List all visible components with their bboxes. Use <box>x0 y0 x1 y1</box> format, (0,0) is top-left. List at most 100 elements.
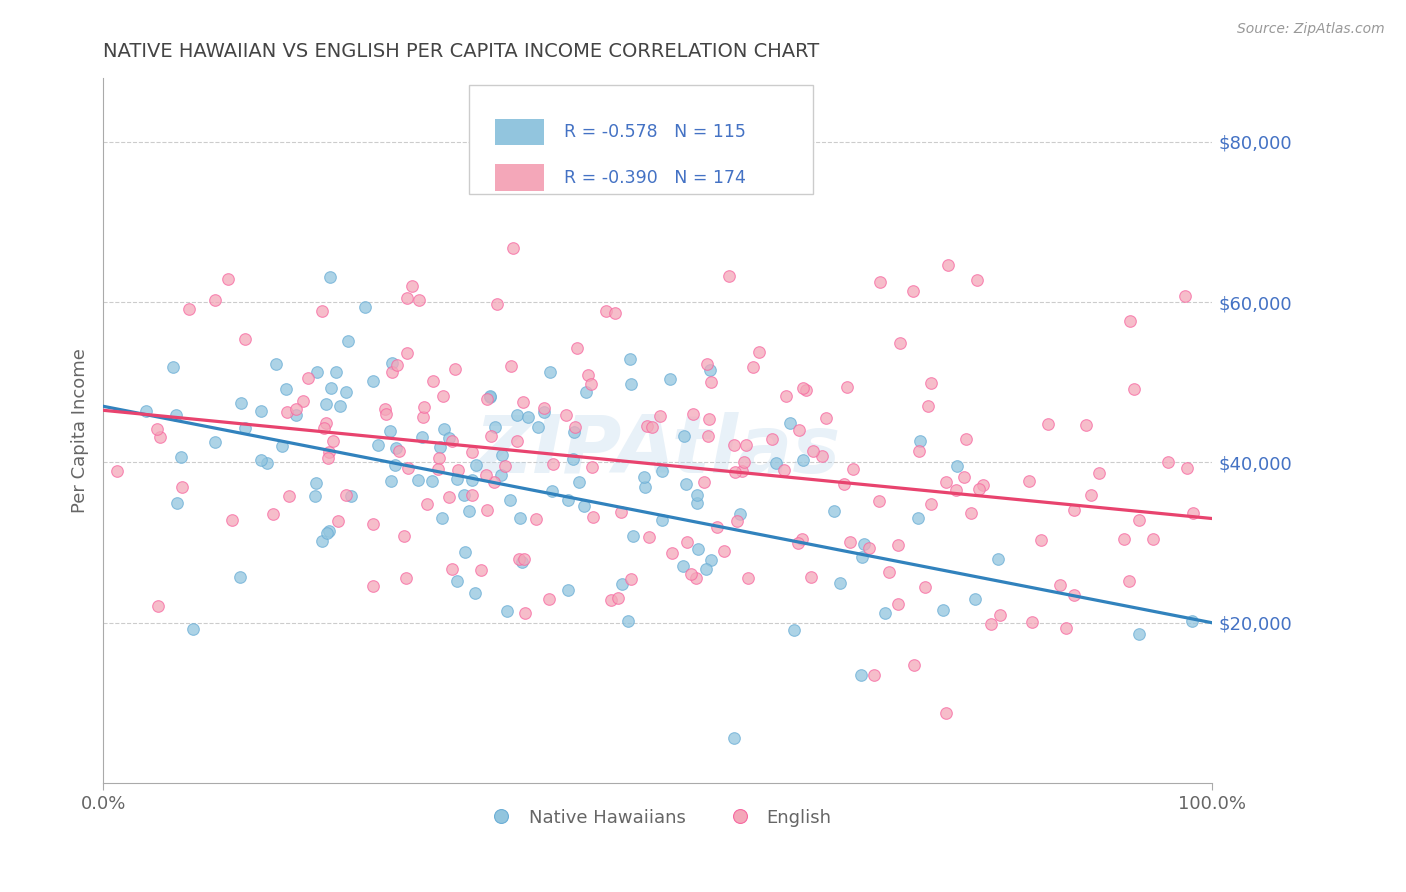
English <box>1122 382 1144 396</box>
English <box>838 535 860 549</box>
English <box>1142 532 1164 546</box>
Native Hawaiians <box>135 404 157 418</box>
English <box>980 616 1002 631</box>
English <box>512 394 534 409</box>
Native Hawaiians <box>568 475 591 489</box>
Native Hawaiians <box>510 555 533 569</box>
Native Hawaiians <box>340 489 363 503</box>
Y-axis label: Per Capita Income: Per Capita Income <box>72 348 89 513</box>
Native Hawaiians <box>380 474 402 488</box>
English <box>696 357 718 371</box>
English <box>412 409 434 424</box>
Native Hawaiians <box>730 508 752 522</box>
English <box>787 536 810 550</box>
Native Hawaiians <box>1181 615 1204 629</box>
English <box>297 371 319 385</box>
English <box>606 591 628 605</box>
Native Hawaiians <box>319 270 342 285</box>
English <box>441 434 464 449</box>
FancyBboxPatch shape <box>495 119 544 145</box>
English <box>917 399 939 413</box>
English <box>952 470 974 484</box>
Native Hawaiians <box>686 542 709 557</box>
Native Hawaiians <box>305 475 328 490</box>
Native Hawaiians <box>851 667 873 681</box>
Native Hawaiians <box>430 510 453 524</box>
Native Hawaiians <box>830 576 852 591</box>
Native Hawaiians <box>562 425 585 439</box>
English <box>610 505 633 519</box>
Native Hawaiians <box>557 583 579 598</box>
Text: ZIPAtlas: ZIPAtlas <box>474 412 841 491</box>
Native Hawaiians <box>779 416 801 430</box>
Native Hawaiians <box>464 458 486 472</box>
English <box>322 434 344 448</box>
Native Hawaiians <box>250 403 273 417</box>
English <box>599 593 621 607</box>
English <box>682 407 704 421</box>
Native Hawaiians <box>446 473 468 487</box>
Native Hawaiians <box>907 511 929 525</box>
English <box>398 461 420 475</box>
Native Hawaiians <box>723 731 745 746</box>
Native Hawaiians <box>325 365 347 379</box>
Native Hawaiians <box>651 513 673 527</box>
English <box>381 365 404 379</box>
English <box>792 533 814 547</box>
English <box>447 463 470 477</box>
English <box>315 416 337 430</box>
Native Hawaiians <box>620 377 643 392</box>
English <box>395 291 418 305</box>
Native Hawaiians <box>672 559 695 574</box>
Native Hawaiians <box>562 451 585 466</box>
Native Hawaiians <box>533 405 555 419</box>
Native Hawaiians <box>765 456 787 470</box>
English <box>724 466 747 480</box>
Native Hawaiians <box>162 360 184 375</box>
Native Hawaiians <box>464 585 486 599</box>
English <box>637 530 659 544</box>
English <box>772 463 794 477</box>
English <box>648 409 671 423</box>
English <box>792 381 814 395</box>
English <box>636 419 658 434</box>
Native Hawaiians <box>659 372 682 386</box>
Native Hawaiians <box>250 453 273 467</box>
English <box>920 497 942 511</box>
Native Hawaiians <box>852 537 875 551</box>
English <box>887 538 910 552</box>
English <box>803 444 825 458</box>
Native Hawaiians <box>433 421 456 435</box>
English <box>955 432 977 446</box>
English <box>408 293 430 308</box>
English <box>482 475 505 489</box>
Native Hawaiians <box>437 431 460 445</box>
English <box>375 408 398 422</box>
English <box>318 445 340 459</box>
English <box>361 516 384 531</box>
English <box>474 467 496 482</box>
English <box>395 346 418 360</box>
English <box>737 571 759 585</box>
English <box>796 383 818 397</box>
English <box>967 482 990 496</box>
Native Hawaiians <box>335 385 357 400</box>
English <box>291 393 314 408</box>
English <box>581 459 603 474</box>
English <box>146 422 169 436</box>
English <box>733 455 755 469</box>
Native Hawaiians <box>231 395 253 409</box>
English <box>177 301 200 316</box>
English <box>363 579 385 593</box>
Native Hawaiians <box>165 408 187 422</box>
English <box>387 358 409 372</box>
Native Hawaiians <box>538 365 561 379</box>
Native Hawaiians <box>541 484 564 499</box>
English <box>775 389 797 403</box>
English <box>811 449 834 463</box>
Native Hawaiians <box>783 623 806 637</box>
Native Hawaiians <box>461 473 484 487</box>
English <box>373 402 395 417</box>
Native Hawaiians <box>484 420 506 434</box>
Native Hawaiians <box>478 389 501 403</box>
